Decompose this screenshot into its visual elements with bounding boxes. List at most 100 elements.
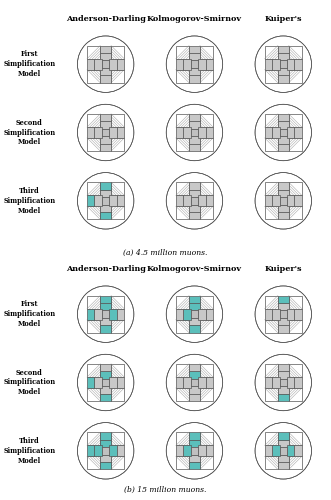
Polygon shape: [200, 432, 213, 446]
Bar: [272, 196, 280, 206]
Bar: [102, 310, 109, 318]
Bar: [176, 446, 183, 456]
Text: Kuiper's: Kuiper's: [264, 265, 302, 273]
Polygon shape: [87, 296, 100, 308]
Bar: [183, 127, 191, 138]
Bar: [100, 68, 111, 76]
Polygon shape: [265, 388, 278, 401]
Polygon shape: [111, 364, 124, 377]
Circle shape: [166, 104, 223, 161]
Circle shape: [77, 354, 134, 411]
Bar: [191, 310, 198, 318]
Bar: [100, 432, 111, 440]
Polygon shape: [200, 364, 213, 377]
Circle shape: [255, 422, 312, 480]
Polygon shape: [87, 432, 100, 446]
Polygon shape: [111, 320, 124, 332]
Polygon shape: [111, 182, 124, 196]
Bar: [287, 127, 295, 138]
Bar: [278, 372, 289, 379]
Bar: [191, 129, 198, 136]
Polygon shape: [176, 46, 189, 59]
Bar: [191, 447, 198, 454]
Text: Anderson-Darling: Anderson-Darling: [66, 14, 146, 22]
Bar: [102, 60, 109, 68]
Bar: [102, 379, 109, 386]
Bar: [100, 454, 111, 462]
Polygon shape: [111, 296, 124, 308]
Polygon shape: [87, 456, 100, 469]
Bar: [272, 58, 280, 70]
Polygon shape: [111, 432, 124, 446]
Bar: [191, 197, 198, 204]
Polygon shape: [87, 138, 100, 151]
Bar: [278, 462, 289, 469]
Bar: [100, 318, 111, 326]
Bar: [278, 190, 289, 197]
Circle shape: [166, 286, 223, 343]
Bar: [189, 204, 200, 212]
Polygon shape: [265, 206, 278, 220]
Bar: [191, 60, 198, 68]
Text: Second
Simplification
Model: Second Simplification Model: [3, 118, 56, 146]
Bar: [100, 53, 111, 60]
Bar: [176, 127, 183, 138]
Bar: [109, 196, 117, 206]
Polygon shape: [87, 206, 100, 220]
Bar: [278, 364, 289, 372]
Bar: [87, 308, 94, 320]
Polygon shape: [265, 364, 278, 377]
Bar: [189, 122, 200, 129]
Bar: [100, 440, 111, 447]
Bar: [191, 379, 198, 386]
Bar: [278, 182, 289, 190]
Bar: [206, 446, 213, 456]
Bar: [278, 454, 289, 462]
Bar: [206, 196, 213, 206]
Bar: [280, 197, 287, 204]
Bar: [100, 182, 111, 190]
Text: Anderson-Darling: Anderson-Darling: [66, 265, 146, 273]
Bar: [287, 196, 295, 206]
Bar: [295, 308, 302, 320]
Polygon shape: [111, 46, 124, 59]
Text: Third
Simplification
Model: Third Simplification Model: [3, 437, 56, 464]
Polygon shape: [176, 432, 189, 446]
Bar: [198, 196, 206, 206]
Bar: [189, 440, 200, 447]
Bar: [189, 182, 200, 190]
Bar: [183, 196, 191, 206]
Bar: [189, 394, 200, 401]
Bar: [272, 127, 280, 138]
Bar: [100, 212, 111, 220]
Polygon shape: [111, 388, 124, 401]
Polygon shape: [87, 364, 100, 377]
Polygon shape: [200, 138, 213, 151]
Polygon shape: [176, 456, 189, 469]
Bar: [109, 308, 117, 320]
Bar: [189, 386, 200, 394]
Bar: [94, 127, 102, 138]
Polygon shape: [265, 182, 278, 196]
Polygon shape: [176, 206, 189, 220]
Bar: [189, 76, 200, 82]
Bar: [109, 58, 117, 70]
Polygon shape: [289, 206, 302, 220]
Polygon shape: [289, 456, 302, 469]
Bar: [206, 308, 213, 320]
Bar: [278, 136, 289, 143]
Bar: [272, 446, 280, 456]
Polygon shape: [265, 432, 278, 446]
Bar: [278, 394, 289, 401]
Bar: [198, 308, 206, 320]
Bar: [176, 377, 183, 388]
Circle shape: [77, 36, 134, 92]
Bar: [117, 196, 124, 206]
Polygon shape: [265, 114, 278, 127]
Bar: [280, 310, 287, 318]
Bar: [278, 296, 289, 303]
Bar: [117, 446, 124, 456]
Bar: [87, 58, 94, 70]
Bar: [100, 136, 111, 143]
Bar: [265, 127, 272, 138]
